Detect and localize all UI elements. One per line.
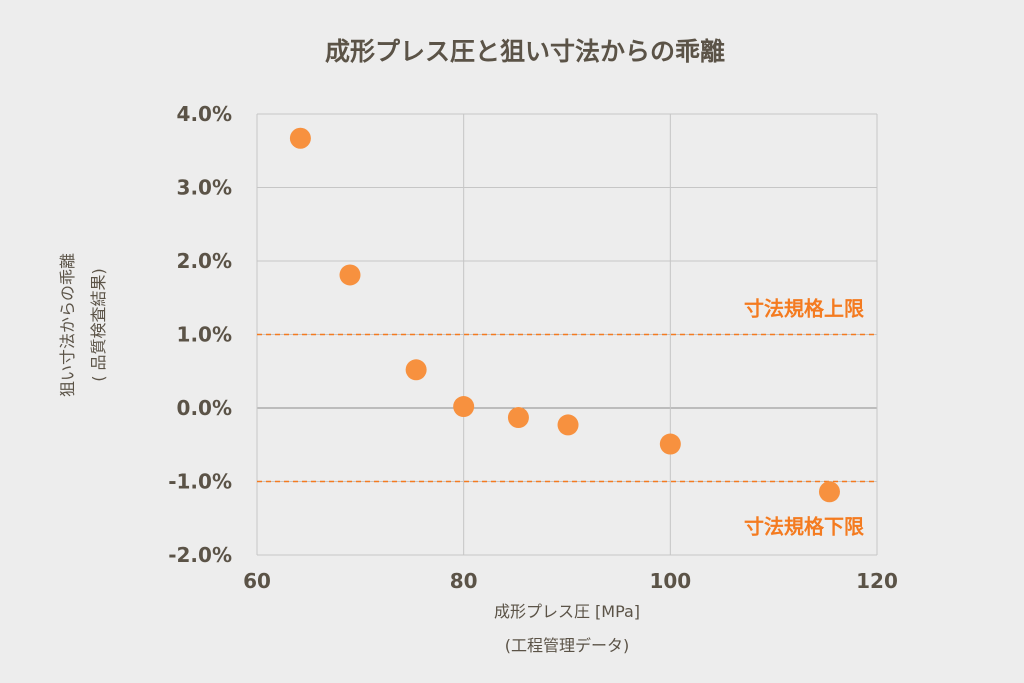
data-point bbox=[405, 359, 427, 381]
y-axis-sublabel: ( 品質検査結果) bbox=[89, 268, 108, 382]
reference-label: 寸法規格下限 bbox=[744, 515, 864, 539]
tick-labels: -2.0% -1.0% 0.0% 1.0% 2.0% 3.0% 4.0% 60 80 100 120 bbox=[168, 102, 898, 593]
reference-label: 寸法規格上限 bbox=[744, 297, 864, 321]
y-tick-label: 1.0% bbox=[177, 323, 232, 347]
x-axis-label: 成形プレス圧 [MPa] bbox=[494, 602, 640, 621]
data-points bbox=[289, 127, 840, 503]
data-point bbox=[289, 127, 311, 149]
x-tick-label: 100 bbox=[649, 569, 691, 593]
y-tick-label: 2.0% bbox=[177, 249, 232, 273]
y-tick-label: 4.0% bbox=[177, 102, 232, 126]
y-tick-label: -1.0% bbox=[168, 470, 232, 494]
data-point bbox=[507, 407, 529, 429]
chart-title: 成形プレス圧と狙い寸法からの乖離 bbox=[325, 37, 725, 66]
x-axis-sublabel: (工程管理データ) bbox=[505, 636, 630, 655]
x-tick-label: 80 bbox=[450, 569, 478, 593]
y-tick-label: 3.0% bbox=[177, 176, 232, 200]
data-point bbox=[453, 396, 475, 418]
data-point bbox=[659, 433, 681, 455]
x-tick-label: 60 bbox=[243, 569, 271, 593]
data-point bbox=[557, 414, 579, 436]
y-axis-label: 狙い寸法からの乖離 bbox=[58, 253, 77, 397]
data-point bbox=[339, 264, 361, 286]
y-tick-label: 0.0% bbox=[177, 396, 232, 420]
data-point bbox=[818, 481, 840, 503]
y-tick-label: -2.0% bbox=[168, 543, 232, 567]
x-tick-label: 120 bbox=[856, 569, 898, 593]
